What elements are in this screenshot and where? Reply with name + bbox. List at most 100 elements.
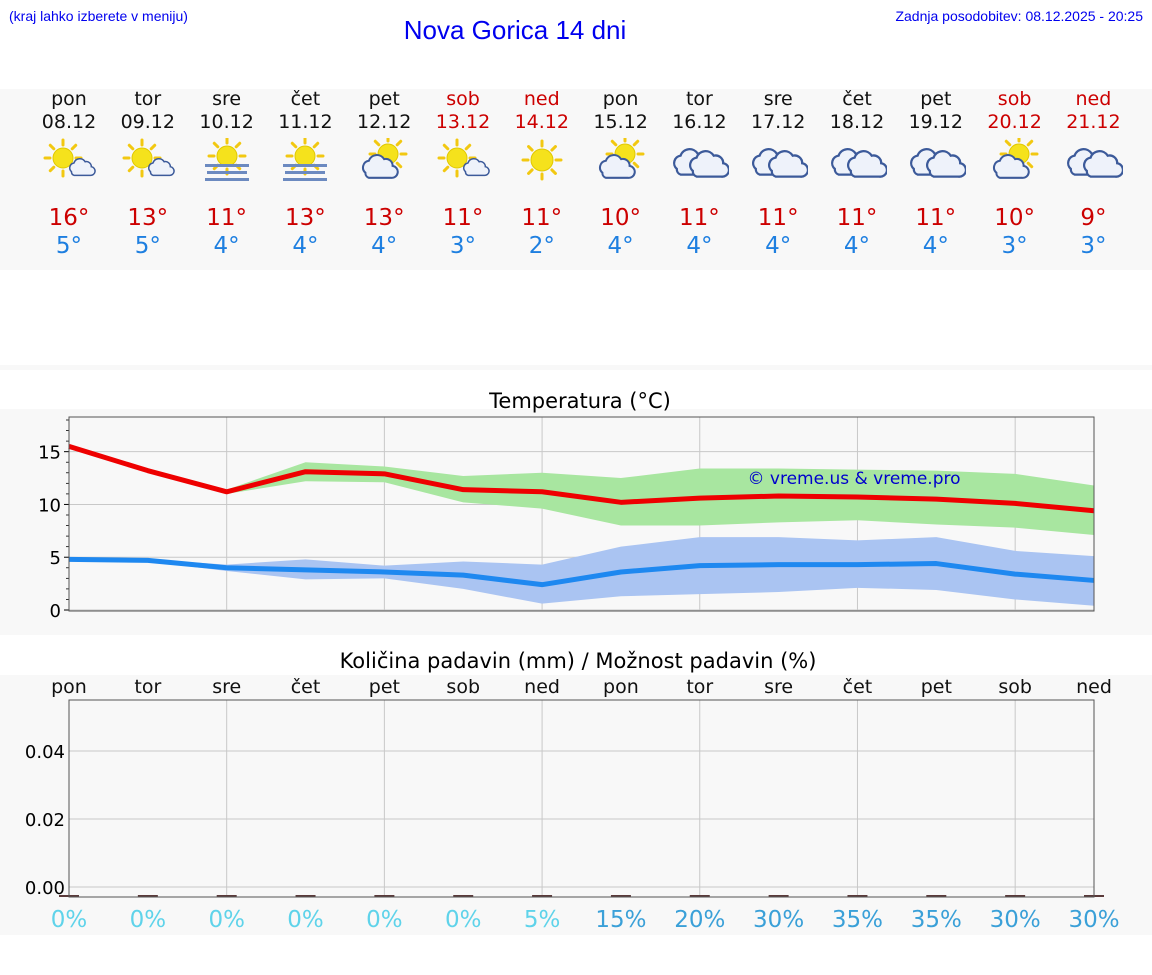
partly-cloudy-icon [598, 138, 645, 179]
precipitation-bar [216, 895, 237, 897]
min-temperature-range [69, 537, 1094, 606]
precipitation-bar [374, 895, 395, 897]
precipitation-probability: 30% [753, 907, 804, 933]
day-name: tor [134, 88, 162, 110]
day-date: 08.12 [41, 111, 97, 133]
day-name: sob [997, 88, 1032, 110]
precipitation-bar [610, 895, 631, 897]
day-name: sre [212, 88, 242, 110]
precipitation-bar [532, 895, 553, 897]
max-temperature: 13° [363, 205, 405, 231]
max-temperature: 11° [521, 205, 563, 231]
day-name: ned [523, 88, 560, 110]
min-temperature: 3° [449, 233, 477, 259]
min-temperature: 4° [686, 233, 713, 259]
day-name: sre [763, 88, 793, 110]
day-column: ned 14.12 11° 2° [503, 88, 581, 260]
day-name: tor [685, 88, 713, 110]
y-tick-label: 0.00 [25, 878, 65, 899]
precipitation-chart-title: Količina padavin (mm) / Možnost padavin … [340, 649, 817, 673]
min-temperature: 4° [213, 233, 240, 259]
day-date: 18.12 [829, 111, 885, 133]
precipitation-plot-area [69, 700, 1094, 897]
precipitation-day-label: pet [369, 676, 400, 698]
y-tick-label: 15 [38, 443, 61, 464]
precipitation-bar [926, 895, 947, 897]
day-name: pon [51, 88, 87, 110]
cloudy-icon [673, 148, 730, 178]
day-date: 20.12 [987, 111, 1042, 133]
y-tick-label: 0 [50, 601, 61, 622]
separator-band [0, 365, 1152, 370]
precipitation-probability: 0% [445, 907, 482, 933]
min-temperature: 4° [607, 233, 634, 259]
max-temperature-range [69, 446, 1094, 536]
max-temperature: 9° [1080, 205, 1107, 231]
precipitation-day-label: sob [446, 676, 480, 698]
min-temperature: 5° [55, 233, 83, 259]
precipitation-bar [847, 895, 868, 897]
max-temperature: 11° [915, 205, 957, 231]
day-date: 12.12 [356, 111, 412, 133]
day-name: pet [920, 88, 952, 110]
precipitation-day-label: ned [524, 676, 560, 698]
day-column: pet 12.12 13° 4° [345, 88, 423, 260]
precipitation-probability: 0% [287, 907, 324, 933]
day-column: tor 09.12 13° 5° [109, 88, 187, 260]
precipitation-probability: 30% [1068, 907, 1119, 933]
precipitation-probability: 0% [366, 907, 403, 933]
last-update: Zadnja posodobitev: 08.12.2025 - 20:25 [895, 8, 1143, 24]
day-date: 14.12 [514, 111, 569, 133]
precipitation-day-label: sre [764, 676, 793, 698]
cloudy-icon [909, 148, 966, 178]
sun-small-cloud-icon [43, 138, 96, 178]
precipitation-probability: 35% [832, 907, 883, 933]
precipitation-day-label: tor [134, 676, 161, 698]
temperature-plot-frame [68, 416, 1095, 612]
temperature-chart: Temperatura (°C) 0 5 10 15 © vreme.us & vrem… [38, 389, 1095, 622]
day-column: sob 20.12 10° 3° [976, 88, 1054, 260]
day-name: ned [1075, 88, 1112, 110]
day-name: pon [602, 88, 639, 110]
cloudy-icon [831, 148, 887, 178]
max-temperature: 13° [127, 205, 169, 231]
page-title: Nova Gorica 14 dni [403, 15, 627, 45]
max-temperature: 11° [836, 205, 878, 231]
day-column: pon 08.12 16° 5° [30, 88, 108, 260]
day-column: tor 16.12 11° 4° [660, 88, 738, 260]
day-column: čet 18.12 11° 4° [818, 88, 896, 260]
precipitation-chart: Količina padavin (mm) / Možnost padavin … [25, 649, 1120, 933]
max-temperature: 10° [994, 205, 1035, 231]
max-temperature: 11° [442, 205, 484, 231]
precipitation-probability: 0% [208, 907, 245, 933]
copyright-watermark: © vreme.us & vreme.pro [747, 469, 960, 489]
min-temperature: 4° [292, 233, 319, 259]
precipitation-probability: 30% [990, 907, 1041, 933]
max-temperature: 16° [48, 205, 90, 231]
precipitation-day-label: sre [212, 676, 241, 698]
day-column: pon 15.12 10° 4° [582, 88, 660, 260]
max-temperature: 11° [679, 205, 720, 231]
min-temperature: 4° [765, 233, 792, 259]
precipitation-day-label: sob [998, 676, 1032, 698]
precipitation-day-label: čet [843, 676, 873, 698]
sun-fog-icon [283, 138, 328, 181]
min-temperature: 5° [134, 233, 161, 259]
sun-small-cloud-icon [437, 138, 490, 178]
min-temperature: 4° [843, 233, 871, 259]
precipitation-probability: 20% [674, 907, 725, 933]
day-date: 15.12 [593, 111, 648, 133]
day-column: sre 10.12 11° 4° [188, 88, 266, 260]
max-temperature: 11° [206, 205, 247, 231]
day-date: 10.12 [199, 111, 254, 133]
sun-small-cloud-icon [122, 138, 175, 178]
precipitation-day-label: pon [603, 676, 639, 698]
day-date: 09.12 [120, 111, 175, 133]
min-temperature: 3° [1080, 233, 1107, 259]
precipitation-probability: 35% [911, 907, 962, 933]
max-temperature-line [68, 443, 1095, 514]
precipitation-bar [689, 895, 710, 897]
day-date: 16.12 [672, 111, 727, 133]
location-menu-note: (kraj lahko izberete v meniju) [9, 8, 188, 24]
precipitation-probability: 15% [595, 907, 646, 933]
